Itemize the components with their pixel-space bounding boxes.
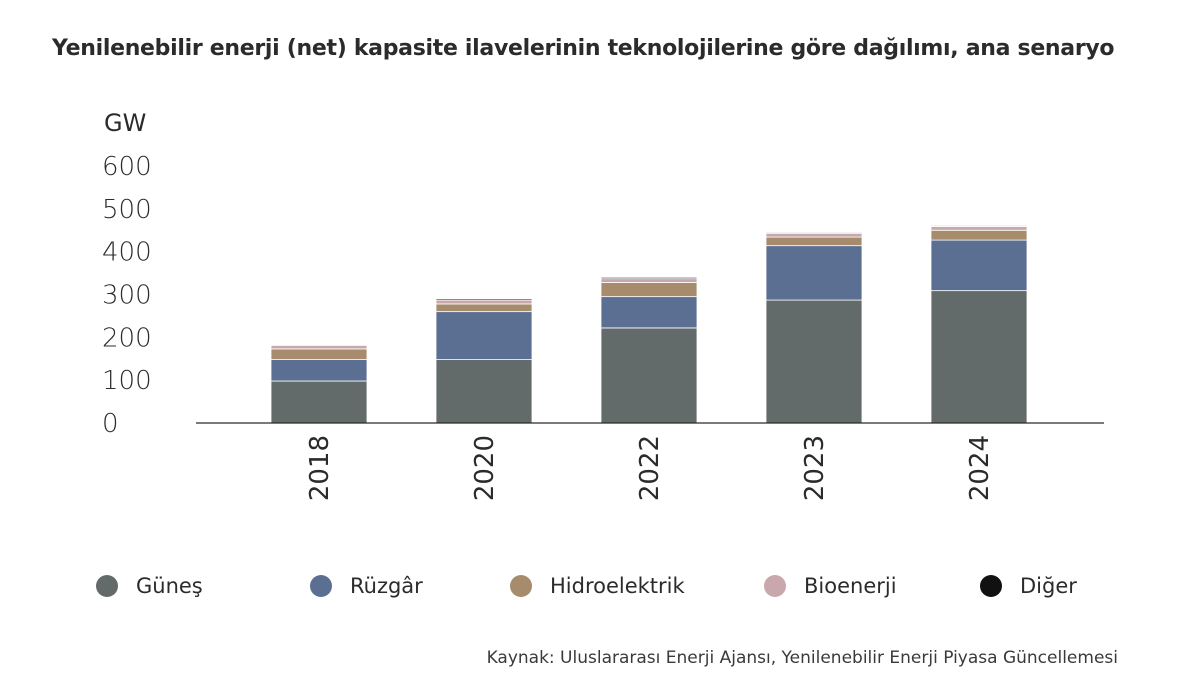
bar-segment-2022-2 xyxy=(600,282,698,298)
legend-swatch xyxy=(96,575,118,597)
legend-item: Bioenerji xyxy=(764,568,897,604)
y-tick-label: 500 xyxy=(102,195,152,225)
bar-segment-2018-0 xyxy=(270,380,368,424)
bar-segment-2024-2 xyxy=(930,229,1028,241)
y-tick-label: 400 xyxy=(102,238,152,268)
legend-label: Güneş xyxy=(136,574,203,598)
bar-segment-2018-4 xyxy=(270,344,368,346)
legend-swatch xyxy=(510,575,532,597)
bar-segment-2022-4 xyxy=(600,276,698,280)
bar-segment-2024-3 xyxy=(930,225,1028,231)
chart-title: Yenilenebilir enerji (net) kapasite ilav… xyxy=(52,36,1115,61)
bar-segment-2018-1 xyxy=(270,359,368,382)
legend-label: Bioenerji xyxy=(804,574,897,598)
bar-segment-2018-2 xyxy=(270,348,368,361)
bar-segment-2023-4 xyxy=(765,231,863,234)
bar-segment-2023-1 xyxy=(765,245,863,301)
y-axis-ticks: 0 100 200 300 400 500 600 xyxy=(102,152,152,439)
bar-segment-2023-3 xyxy=(765,232,863,238)
legend-label: Diğer xyxy=(1020,574,1077,598)
bar-segment-2024-4 xyxy=(930,225,1028,227)
bar-segment-2024-1 xyxy=(930,239,1028,292)
bar-segment-2020-4 xyxy=(435,298,533,301)
legend-item: Diğer xyxy=(980,568,1077,604)
bar-segment-2020-1 xyxy=(435,311,533,361)
source-note: Kaynak: Uluslararası Enerji Ajansı, Yeni… xyxy=(486,648,1118,668)
y-tick-label: 0 xyxy=(102,409,119,439)
y-axis-label: GW xyxy=(104,109,146,137)
x-tick-label: 2018 xyxy=(305,435,335,501)
bar-segment-2020-0 xyxy=(435,359,533,424)
legend-item: Güneş xyxy=(96,568,203,604)
bar-segment-2024-0 xyxy=(930,290,1028,424)
legend-swatch xyxy=(310,575,332,597)
bar-segment-2018-3 xyxy=(270,345,368,350)
legend: Güneş Rüzgâr Hidroelektrik Bioenerji Diğer xyxy=(0,568,1200,604)
bar-segment-2022-1 xyxy=(600,296,698,329)
legend-swatch xyxy=(980,575,1002,597)
x-tick-label: 2023 xyxy=(800,435,830,501)
legend-label: Hidroelektrik xyxy=(550,574,685,598)
bar-segment-2022-3 xyxy=(600,278,698,283)
bar-segment-2023-2 xyxy=(765,236,863,247)
x-tick-label: 2024 xyxy=(965,435,995,501)
y-tick-label: 200 xyxy=(102,323,152,353)
legend-item: Hidroelektrik xyxy=(510,568,685,604)
y-tick-label: 300 xyxy=(102,281,152,311)
legend-item: Rüzgâr xyxy=(310,568,423,604)
x-axis-ticks: 2018 2020 2022 2023 2024 xyxy=(305,435,995,501)
x-tick-label: 2022 xyxy=(635,435,665,501)
bar-segment-2020-2 xyxy=(435,303,533,313)
bars xyxy=(270,225,1028,424)
legend-label: Rüzgâr xyxy=(350,574,423,598)
bar-segment-2023-0 xyxy=(765,299,863,424)
y-tick-label: 600 xyxy=(102,152,152,182)
bar-segment-2020-3 xyxy=(435,299,533,305)
x-tick-label: 2020 xyxy=(470,435,500,501)
bar-segment-2022-0 xyxy=(600,327,698,424)
legend-swatch xyxy=(764,575,786,597)
y-tick-label: 100 xyxy=(102,366,152,396)
